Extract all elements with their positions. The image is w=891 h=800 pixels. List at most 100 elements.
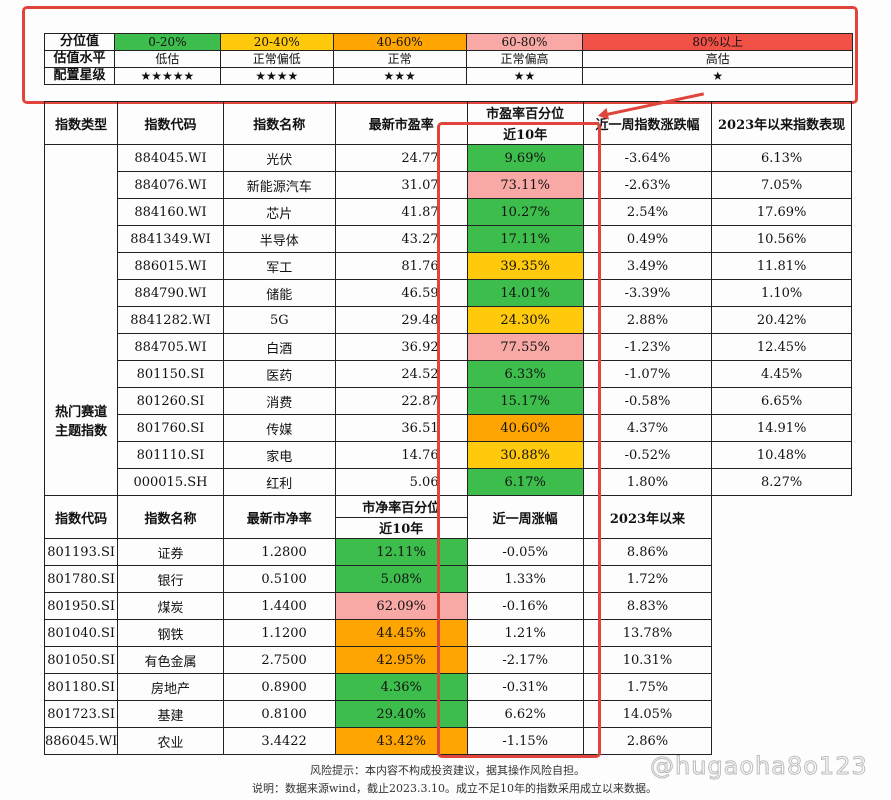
index-name: 传媒 [222,414,336,442]
ytd-performance: 4.45% [711,360,852,388]
percentile-highlight-box [437,122,601,758]
index-code: 8841282.WI [117,306,224,334]
index-name: 5G [222,306,336,334]
ytd-performance: 2.86% [582,727,713,755]
week-change: 2.88% [582,306,713,334]
percentile-cell: 73.11% [466,171,584,199]
index-code: 801950.SI [43,592,119,620]
legend-level: 正常 [332,50,467,68]
index-code: 801110.SI [117,441,224,469]
legend-row-range: 分位值 0-20% 20-40% 40-60% 60-80% 80%以上 [44,33,853,51]
week-change: -2.63% [582,171,713,199]
percentile-cell: 40.60% [466,414,584,442]
category-cell: 热门赛道 主题指数 [43,144,119,496]
week-change: -0.05% [466,538,584,566]
percentile-cell: 4.36% [334,673,468,701]
table-row: 884076.WI 新能源汽车 31.07 73.11% -2.63% 7.05% [45,171,852,199]
table-row: 886045.WI 农业 3.4422 43.42% -1.15% 2.86% [43,727,852,755]
ytd-performance: 1.10% [711,279,852,307]
legend-range: 60-80% [465,33,584,51]
index-name: 新能源汽车 [222,171,336,199]
table-row: 801780.SI 银行 0.5100 5.08% 1.33% 1.72% [43,565,852,593]
category-header: 指数类型 [43,101,119,145]
index-code: 801193.SI [43,538,119,566]
legend-range: 40-60% [332,33,467,51]
percentile-cell: 39.35% [466,252,584,280]
percentile-cell: 77.55% [466,333,584,361]
index-code: 801180.SI [43,673,119,701]
percentile-cell: 14.01% [466,279,584,307]
col-header-ytd: 2023年以来指数表现 [711,101,852,145]
week-change: -0.16% [466,592,584,620]
table-row: 884705.WI 白酒 36.92 77.55% -1.23% 12.45% [45,333,852,361]
week-change: -3.39% [582,279,713,307]
index-name: 医药 [222,360,336,388]
legend-range: 20-40% [219,33,334,51]
index-name: 农业 [117,727,224,755]
star-rating: ★★★★ [219,67,334,85]
percentile-cell: 30.88% [466,441,584,469]
ytd-performance: 11.81% [711,252,852,280]
table-row: 801150.SI 医药 24.52 6.33% -1.07% 4.45% [45,360,852,388]
ytd-performance: 10.31% [582,646,713,674]
index-code: 884790.WI [117,279,224,307]
legend-label: 配置星级 [44,67,115,85]
index-code: 801780.SI [43,565,119,593]
col-header-week: 近一周涨幅 [466,495,584,539]
legend-range: 80%以上 [582,33,853,51]
ytd-performance: 1.72% [582,565,713,593]
index-code: 801260.SI [117,387,224,415]
pe-header-row: 指数类型 指数代码 指数名称 最新市盈率 市盈率百分位 近一周指数涨跌幅 202… [43,101,852,145]
index-name: 房地产 [117,673,224,701]
valuation-value: 3.4422 [222,727,336,755]
table-row: 8841349.WI 半导体 43.27 17.11% 0.49% 10.56% [45,225,852,253]
index-code: 884076.WI [117,171,224,199]
table-row: 801040.SI 钢铁 1.1200 44.45% 1.21% 13.78% [43,619,852,647]
index-valuation-table: 指数类型 指数代码 指数名称 最新市盈率 市盈率百分位 近一周指数涨跌幅 202… [43,101,852,755]
star-rating: ★★ [465,67,584,85]
percentile-cell: 17.11% [466,225,584,253]
legend-range: 0-20% [113,33,221,51]
star-rating: ★★★ [332,67,467,85]
percentile-cell: 15.17% [466,387,584,415]
week-change: -0.31% [466,673,584,701]
index-code: 801040.SI [43,619,119,647]
col-header-pb-pct: 市净率百分位 [334,495,468,518]
index-name: 银行 [117,565,224,593]
index-name: 煤炭 [117,592,224,620]
week-change: -0.58% [582,387,713,415]
ytd-performance: 10.56% [711,225,852,253]
ytd-performance: 12.45% [711,333,852,361]
week-change: -1.23% [582,333,713,361]
index-code: 801050.SI [43,646,119,674]
index-code: 886045.WI [43,727,119,755]
week-change: 1.80% [582,468,713,496]
table-row: 热门赛道 主题指数 884045.WI 光伏 24.77 9.69% -3.64% 6.13… [43,144,852,496]
table-row: 884790.WI 储能 46.59 14.01% -3.39% 1.10% [45,279,852,307]
ytd-performance: 17.69% [711,198,852,226]
index-name: 半导体 [222,225,336,253]
week-change: 3.49% [582,252,713,280]
index-code: 000015.SH [117,468,224,496]
percentile-cell: 43.42% [334,727,468,755]
week-change: 0.49% [582,225,713,253]
percentile-cell: 42.95% [334,646,468,674]
legend-label: 估值水平 [44,50,115,68]
index-name: 家电 [222,441,336,469]
watermark: @hugaoha8o123 [650,752,868,781]
table-row: 801950.SI 煤炭 1.4400 62.09% -0.16% 8.83% [43,592,852,620]
ytd-performance: 8.27% [711,468,852,496]
legend-row-level: 估值水平 低估 正常偏低 正常 正常偏高 高估 [44,50,853,68]
table-row: 886015.WI 军工 81.76 39.35% 3.49% 11.81% [45,252,852,280]
index-name: 基建 [117,700,224,728]
legend-level: 低估 [113,50,221,68]
valuation-value: 36.92 [334,333,468,361]
ytd-performance: 14.05% [582,700,713,728]
legend-level: 正常偏高 [465,50,584,68]
valuation-value: 1.4400 [222,592,336,620]
percentile-cell: 44.45% [334,619,468,647]
col-header-name: 指数名称 [117,495,224,539]
ytd-performance: 13.78% [582,619,713,647]
ytd-performance: 1.75% [582,673,713,701]
col-header-code: 指数代码 [117,101,224,145]
